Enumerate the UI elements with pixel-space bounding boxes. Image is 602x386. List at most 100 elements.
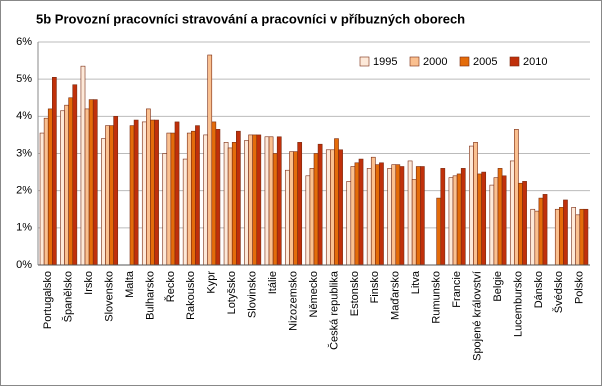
bar	[501, 175, 507, 266]
bar	[297, 142, 303, 266]
bar	[522, 181, 527, 266]
bar	[575, 214, 581, 266]
bar	[338, 149, 343, 266]
bar	[174, 121, 180, 266]
bar	[542, 194, 548, 266]
bar	[215, 129, 221, 266]
bar	[223, 142, 229, 266]
bar	[105, 125, 110, 266]
legend-swatch	[359, 56, 370, 67]
bar	[80, 65, 86, 266]
bar	[330, 149, 335, 266]
bar	[166, 132, 172, 266]
bar	[415, 166, 421, 266]
bar	[395, 164, 401, 266]
y-tick-label: 2%	[16, 185, 32, 197]
x-tick-label: Německo	[308, 271, 320, 317]
bar	[370, 156, 376, 266]
bar	[509, 160, 515, 266]
bar	[391, 164, 397, 266]
x-tick-label: Itálie	[267, 271, 279, 294]
bar	[252, 134, 258, 266]
x-tick-label: Lotyšsko	[226, 271, 238, 314]
bar	[452, 175, 458, 266]
bar	[182, 158, 188, 266]
bar	[191, 130, 196, 266]
bar	[354, 162, 360, 266]
bar	[346, 181, 352, 266]
legend-label: 2000	[423, 56, 447, 68]
bar	[497, 168, 503, 266]
bar	[68, 97, 74, 266]
bar	[285, 169, 290, 266]
x-tick-label: Slovensko	[103, 271, 115, 322]
bar	[420, 166, 425, 266]
bar	[334, 138, 339, 266]
bar	[473, 142, 478, 266]
legend-label: 2010	[523, 56, 547, 68]
bar	[481, 171, 487, 266]
bar	[141, 121, 147, 266]
bar	[170, 132, 176, 266]
bar	[477, 173, 482, 266]
x-tick-label: Litva	[410, 270, 422, 294]
bar	[317, 143, 323, 266]
bar	[518, 182, 523, 266]
bar	[88, 99, 94, 266]
bar	[195, 125, 200, 266]
bar	[538, 197, 544, 266]
x-tick-label: Malta	[124, 270, 136, 298]
x-tick-label: Slovinsko	[247, 271, 259, 318]
x-tick-label: Polsko	[574, 271, 586, 304]
bar	[436, 197, 442, 266]
bar	[227, 147, 233, 266]
x-tick-label: Rakousko	[185, 271, 197, 320]
bar	[203, 134, 208, 266]
x-tick-label: Francie	[451, 271, 463, 308]
bar	[460, 168, 466, 266]
y-tick-label: 0%	[16, 259, 32, 271]
x-tick-label: Česká republika	[327, 270, 340, 350]
bar	[276, 136, 282, 266]
legend-swatch	[509, 56, 520, 67]
y-tick-label: 6%	[16, 36, 32, 48]
bar	[133, 119, 139, 266]
x-tick-label: Dánsko	[533, 271, 545, 308]
bar	[211, 121, 217, 266]
x-tick-label: Finsko	[369, 271, 381, 303]
legend-label: 1995	[373, 56, 397, 68]
bar	[39, 132, 45, 266]
bar	[101, 138, 106, 266]
bar	[448, 177, 454, 266]
bar	[309, 168, 315, 266]
y-tick-label: 3%	[16, 147, 32, 159]
x-tick-label: Řecko	[164, 271, 177, 302]
bar	[207, 54, 213, 266]
bar	[325, 149, 331, 266]
bar	[289, 151, 294, 266]
bar	[571, 207, 576, 266]
legend-label: 2005	[473, 56, 497, 68]
bar	[559, 207, 564, 266]
bar	[231, 142, 237, 266]
x-tick-label: Nizozemsko	[287, 271, 299, 331]
bar	[563, 199, 568, 266]
bar	[305, 175, 311, 266]
bar	[113, 116, 119, 266]
bar	[411, 179, 417, 266]
bar	[150, 119, 155, 266]
bar	[47, 108, 53, 266]
x-tick-label: Belgie	[492, 271, 504, 302]
bar	[154, 119, 159, 266]
bar	[366, 168, 372, 266]
bar	[244, 140, 249, 266]
bar	[146, 108, 151, 266]
bar	[43, 117, 49, 266]
bar	[72, 84, 78, 266]
bar	[268, 136, 274, 266]
bar	[248, 134, 253, 266]
x-tick-label: Bulharsko	[144, 271, 156, 320]
bar	[129, 125, 135, 266]
x-tick-label: Irsko	[83, 271, 95, 295]
